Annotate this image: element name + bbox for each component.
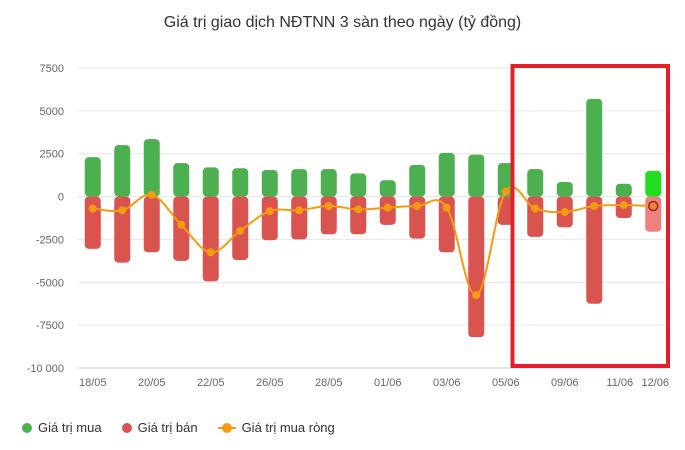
- y-tick-label: 5000: [40, 106, 64, 118]
- x-tick-label: 05/06: [492, 377, 520, 389]
- net-point: [147, 190, 156, 199]
- bar-sell: [586, 196, 603, 304]
- bar-buy: [586, 98, 603, 197]
- net-point: [590, 202, 599, 210]
- bar-sell: [527, 196, 544, 237]
- x-tick-label: 22/05: [197, 377, 225, 389]
- bar-buy: [143, 139, 160, 197]
- net-point: [324, 202, 333, 210]
- x-tick-label: 28/05: [315, 377, 343, 389]
- bar-buy: [261, 170, 278, 197]
- net-point: [177, 220, 186, 229]
- bar-sell: [143, 196, 160, 253]
- bar-sell: [261, 196, 278, 241]
- legend-sell-label: Giá trị bán: [137, 420, 198, 435]
- bar-buy: [615, 183, 632, 197]
- net-point: [560, 208, 569, 216]
- bar-buy: [202, 167, 219, 197]
- net-point: [413, 202, 422, 210]
- net-point-highlight: [648, 200, 659, 212]
- bar-sell: [202, 196, 219, 282]
- net-point: [442, 203, 451, 212]
- net-point: [354, 205, 363, 214]
- y-tick-label: -2500: [36, 234, 64, 246]
- net-point: [619, 201, 628, 210]
- bar-buy: [379, 180, 396, 197]
- net-point: [383, 203, 392, 212]
- net-point: [265, 207, 274, 216]
- legend-item-buy[interactable]: Giá trị mua: [22, 420, 102, 435]
- bar-sell: [291, 196, 308, 240]
- x-tick-label: 09/06: [551, 377, 579, 389]
- y-tick-label: -7500: [36, 320, 64, 332]
- bar-buy: [438, 152, 455, 197]
- legend-item-net[interactable]: Giá trị mua ròng: [217, 420, 335, 435]
- bar-buy: [556, 182, 573, 197]
- bar-buy: [350, 173, 367, 197]
- legend-item-sell[interactable]: Giá trị bán: [121, 420, 198, 435]
- y-tick-label: 2500: [40, 149, 64, 161]
- legend: Giá trị mua Giá trị bán Giá trị mua ròng: [22, 420, 335, 435]
- legend-net-marker: [217, 422, 236, 433]
- bar-buy: [232, 168, 249, 197]
- x-tick-label: 12/06: [641, 377, 669, 389]
- bar-buy: [320, 169, 337, 197]
- bar-buy: [114, 145, 131, 197]
- net-point: [501, 187, 510, 196]
- bar-buy: [173, 163, 190, 197]
- x-tick-label: 20/05: [138, 377, 166, 389]
- bar-buy: [468, 154, 485, 197]
- bar-buy: [291, 169, 308, 197]
- bar-buy: [84, 157, 101, 197]
- legend-buy-marker: [22, 422, 32, 433]
- bar-sell: [438, 196, 455, 253]
- bar-sell: [114, 196, 131, 263]
- net-point: [206, 248, 215, 257]
- legend-net-label: Giá trị mua ròng: [241, 420, 335, 435]
- bar-buy: [409, 164, 426, 197]
- x-tick-label: 01/06: [374, 377, 402, 389]
- y-tick-label: 7500: [40, 63, 64, 75]
- net-point: [531, 204, 540, 213]
- net-point: [88, 204, 97, 213]
- x-tick-label: 26/05: [256, 377, 284, 389]
- y-tick-label: 0: [58, 192, 64, 204]
- x-tick-label: 03/06: [433, 377, 461, 389]
- x-tick-label: 18/05: [79, 377, 107, 389]
- legend-buy-label: Giá trị mua: [38, 420, 102, 435]
- legend-sell-marker: [121, 422, 132, 433]
- chart-title: Giá trị giao dịch NĐTNN 3 sàn theo ngày …: [163, 14, 522, 31]
- y-tick-label: -10 000: [27, 363, 64, 375]
- bar-sell: [350, 196, 367, 235]
- net-point: [118, 206, 127, 215]
- highlight-box: [510, 64, 670, 368]
- y-tick-label: -5000: [36, 277, 64, 289]
- net-point: [295, 206, 304, 215]
- net-point: [472, 291, 481, 300]
- net-point: [236, 226, 245, 235]
- x-tick-label: 11/06: [606, 377, 633, 389]
- bar-sell: [84, 196, 101, 249]
- bar-sell: [468, 196, 485, 338]
- bar-buy: [645, 170, 662, 197]
- bar-sell: [409, 196, 426, 239]
- bar-buy: [527, 169, 544, 197]
